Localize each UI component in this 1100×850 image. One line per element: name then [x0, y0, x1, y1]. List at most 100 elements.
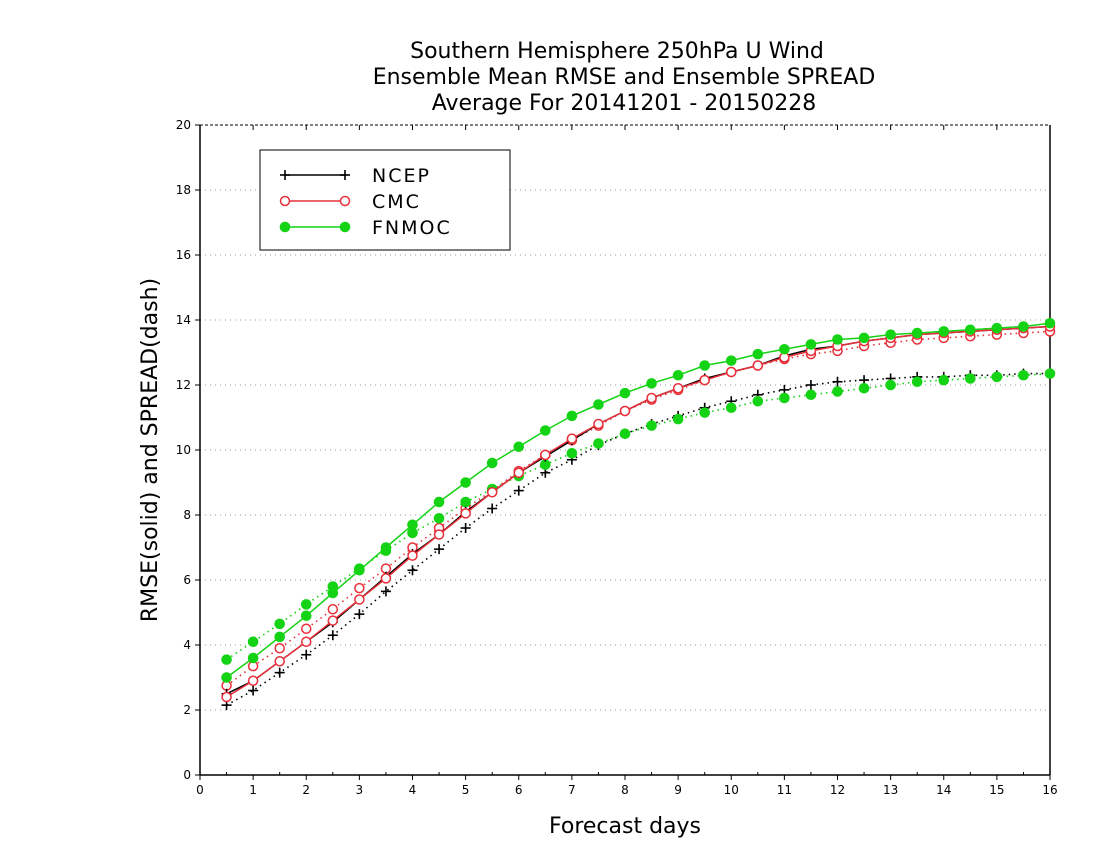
data-point-fnmoc-rmse: [1018, 321, 1029, 332]
series-cmc-rmse: [221, 321, 1056, 703]
data-point-fnmoc-spread: [593, 438, 604, 449]
data-point-fnmoc-rmse: [672, 369, 684, 381]
data-point-cmc-rmse: [646, 392, 657, 404]
x-tick-label: 6: [515, 783, 523, 797]
data-point-fnmoc-rmse: [725, 355, 737, 366]
series-line-ncep-rmse: [226, 325, 1051, 695]
x-tick-label: 15: [989, 783, 1004, 797]
data-point-cmc-rmse: [540, 449, 551, 461]
x-tick-label: 5: [462, 783, 470, 797]
data-point-cmc-rmse: [327, 615, 339, 626]
data-point-cmc-rmse: [460, 508, 471, 519]
y-tick-label: 8: [183, 508, 191, 522]
x-tick-label: 8: [621, 783, 629, 797]
data-point-cmc-spread: [327, 604, 339, 615]
data-point-fnmoc-spread: [938, 374, 950, 386]
series-line-cmc-rmse: [226, 325, 1051, 698]
x-axis-label: Forecast days: [549, 814, 701, 839]
data-point-fnmoc-spread: [274, 618, 285, 630]
series-line-ncep-spread: [226, 372, 1050, 706]
data-point-fnmoc-rmse: [247, 652, 259, 664]
data-point-fnmoc-spread: [221, 654, 232, 665]
data-point-fnmoc-spread: [672, 413, 684, 425]
legend-label: CMC: [372, 191, 421, 213]
data-point-fnmoc-rmse: [566, 410, 578, 422]
y-tick-label: 0: [183, 768, 191, 782]
series-line-fnmoc-spread: [226, 372, 1051, 661]
data-point-fnmoc-spread: [885, 379, 896, 391]
data-point-ncep-spread: [380, 586, 391, 597]
data-point-ncep-spread: [832, 376, 843, 387]
data-point-fnmoc-spread: [965, 373, 976, 384]
y-tick-label: 16: [176, 248, 191, 262]
data-point-ncep-spread: [301, 649, 312, 660]
data-point-cmc-rmse: [221, 691, 232, 703]
data-point-fnmoc-spread: [566, 447, 578, 459]
x-tick-label: 7: [568, 783, 576, 797]
data-point-fnmoc-spread: [832, 386, 843, 397]
x-tick-label: 9: [674, 783, 682, 797]
data-point-cmc-rmse: [726, 366, 737, 378]
legend-marker: [280, 170, 290, 180]
chart-title: Southern Hemisphere 250hPa U Wind Ensemb…: [373, 39, 876, 116]
data-point-fnmoc-rmse: [911, 327, 923, 339]
data-point-fnmoc-rmse: [752, 348, 764, 360]
y-tick-label: 12: [176, 378, 191, 392]
chart-title-line-2: Ensemble Mean RMSE and Ensemble SPREAD: [373, 65, 876, 90]
y-tick-label: 20: [176, 118, 191, 132]
data-point-fnmoc-rmse: [540, 425, 551, 436]
data-point-fnmoc-rmse: [991, 322, 1003, 334]
data-point-cmc-rmse: [274, 656, 285, 667]
data-point-fnmoc-rmse: [407, 519, 418, 531]
data-point-fnmoc-spread: [699, 407, 710, 418]
data-point-fnmoc-rmse: [513, 441, 525, 453]
series-cmc-spread: [221, 326, 1056, 691]
x-tick-label: 10: [724, 783, 739, 797]
data-point-fnmoc-rmse: [593, 399, 604, 410]
data-point-fnmoc-rmse: [805, 339, 817, 350]
data-point-ncep-spread: [434, 544, 445, 555]
data-point-ncep-spread: [354, 609, 365, 620]
y-tick-label: 18: [176, 183, 191, 197]
legend-marker: [340, 170, 350, 180]
data-point-fnmoc-rmse: [221, 672, 232, 683]
data-point-fnmoc-rmse: [380, 542, 392, 553]
y-axis-label: RMSE(solid) and SPREAD(dash): [138, 278, 163, 622]
data-point-fnmoc-rmse: [699, 360, 710, 371]
data-point-fnmoc-spread: [725, 402, 737, 414]
data-point-fnmoc-spread: [1044, 368, 1056, 379]
chart-title-line-3: Average For 20141201 - 20150228: [432, 91, 817, 116]
data-point-fnmoc-rmse: [779, 343, 790, 355]
series-layer: [221, 317, 1056, 711]
data-point-cmc-rmse: [619, 405, 631, 417]
data-point-fnmoc-spread: [433, 512, 445, 524]
data-point-fnmoc-spread: [1018, 369, 1029, 381]
series-ncep-spread: [221, 368, 1055, 711]
data-point-cmc-spread: [274, 643, 285, 654]
data-point-cmc-rmse: [486, 487, 498, 498]
data-point-fnmoc-spread: [619, 428, 631, 440]
data-point-cmc-rmse: [433, 529, 445, 540]
y-tick-label: 10: [176, 443, 191, 457]
data-point-fnmoc-spread: [805, 389, 817, 401]
legend-item-fnmoc: FNMOC: [279, 217, 450, 239]
data-point-cmc-rmse: [407, 550, 418, 561]
data-point-fnmoc-rmse: [433, 496, 445, 508]
data-point-fnmoc-spread: [300, 599, 312, 610]
x-tick-label: 1: [249, 783, 257, 797]
x-tick-label: 14: [936, 783, 951, 797]
data-point-fnmoc-rmse: [300, 610, 312, 622]
data-point-fnmoc-spread: [460, 496, 471, 508]
data-point-fnmoc-spread: [991, 371, 1003, 383]
legend-marker: [279, 195, 291, 207]
data-point-fnmoc-rmse: [965, 324, 976, 336]
data-point-cmc-rmse: [752, 360, 764, 371]
data-point-fnmoc-rmse: [938, 326, 950, 337]
y-tick-label: 14: [176, 313, 191, 327]
data-point-fnmoc-spread: [752, 395, 764, 407]
x-tick-label: 11: [777, 783, 792, 797]
data-point-cmc-rmse: [247, 675, 259, 686]
data-point-fnmoc-rmse: [274, 631, 285, 643]
data-point-fnmoc-spread: [646, 420, 657, 431]
data-point-ncep-spread: [248, 685, 259, 696]
